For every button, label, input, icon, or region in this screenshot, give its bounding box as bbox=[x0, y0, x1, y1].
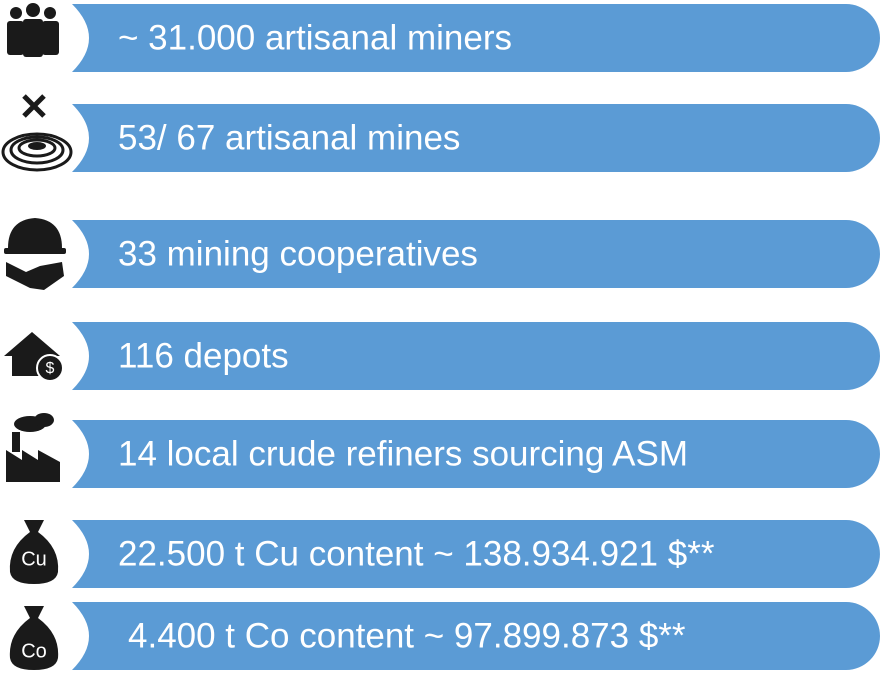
people-icon bbox=[7, 3, 59, 57]
bar bbox=[72, 220, 880, 288]
bar bbox=[72, 104, 880, 172]
bar bbox=[72, 520, 880, 588]
row-text: 116 depots bbox=[118, 336, 289, 375]
row-text: 14 local crude refiners sourcing ASM bbox=[118, 434, 688, 473]
dollar-glyph: $ bbox=[46, 360, 55, 377]
row-text: ~ 31.000 artisanal miners bbox=[118, 18, 512, 57]
row: 14 local crude refiners sourcing ASM bbox=[6, 413, 880, 488]
row-text: 33 mining cooperatives bbox=[118, 234, 478, 273]
depot-icon bbox=[4, 332, 64, 382]
bar bbox=[72, 602, 880, 670]
row-text: 22.500 t Cu content ~ 138.934.921 $** bbox=[118, 534, 715, 573]
bag-icon bbox=[9, 606, 59, 670]
bar bbox=[72, 420, 880, 488]
row: Co 4.400 t Co content ~ 97.899.873 $** bbox=[9, 602, 880, 670]
row: ~ 31.000 artisanal miners bbox=[7, 3, 880, 72]
mine-icon bbox=[1, 94, 73, 172]
row-text: 53/ 67 artisanal mines bbox=[118, 118, 460, 157]
row: 53/ 67 artisanal mines bbox=[1, 94, 880, 172]
row-text: 4.400 t Co content ~ 97.899.873 $** bbox=[128, 616, 686, 655]
bag-icon bbox=[9, 520, 59, 584]
row: $ 116 depots bbox=[4, 322, 880, 390]
bag-label: Co bbox=[21, 640, 47, 662]
bar bbox=[72, 4, 880, 72]
bag-label: Cu bbox=[21, 548, 47, 570]
row: 33 mining cooperatives bbox=[4, 218, 880, 290]
bar bbox=[72, 322, 880, 390]
cooperative-icon bbox=[4, 218, 66, 290]
factory-icon bbox=[6, 413, 60, 482]
row: Cu 22.500 t Cu content ~ 138.934.921 $** bbox=[9, 520, 880, 588]
